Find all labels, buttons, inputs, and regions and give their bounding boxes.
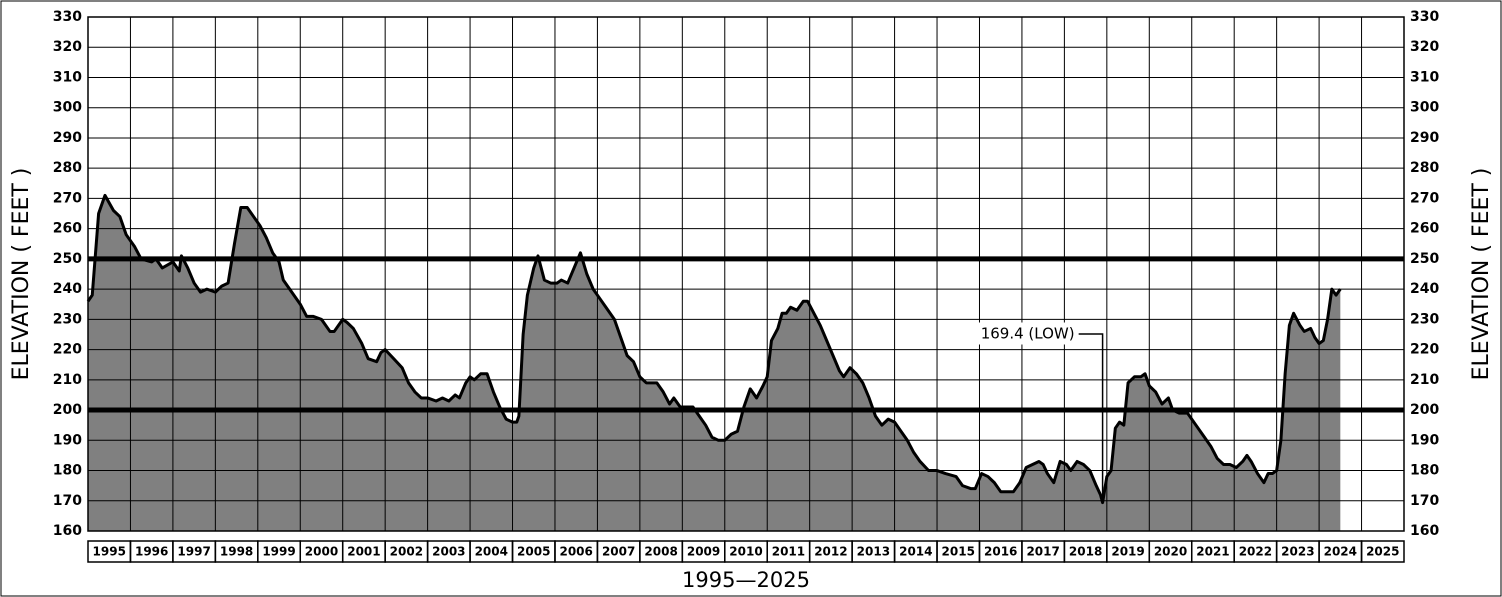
x-tick-label: 2023 [1281,545,1314,559]
x-tick-label: 2006 [559,545,592,559]
x-tick-label: 2009 [687,545,720,559]
y-tick-label: 310 [53,69,82,85]
y2-tick-label: 330 [1410,9,1439,25]
y2-tick-label: 230 [1410,311,1439,327]
y2-tick-label: 280 [1410,160,1439,176]
y2-tick-label: 210 [1410,372,1439,388]
y2-tick-label: 320 [1410,39,1439,55]
y2-tick-label: 160 [1410,523,1439,539]
y2-axis-label: ELEVATION ( FEET ) [1469,168,1494,381]
x-tick-label: 2000 [305,545,338,559]
y-tick-label: 160 [53,523,82,539]
x-tick-label: 1999 [262,545,295,559]
x-tick-label: 2007 [602,545,635,559]
y-tick-label: 220 [53,342,82,358]
line [86,193,1342,505]
y2-tick-label: 300 [1410,100,1439,116]
y-tick-label: 180 [53,463,82,479]
x-tick-label: 2017 [1026,545,1059,559]
x-tick-label: 2003 [432,545,465,559]
y2-tick-label: 200 [1410,402,1439,418]
x-tick-label: 2012 [814,545,847,559]
x-tick-label: 1995 [93,545,126,559]
y-tick-label: 200 [53,402,82,418]
y2-tick-label: 220 [1410,342,1439,358]
x-tick-label: 2011 [772,545,805,559]
annotation-leader [1078,333,1104,503]
x-tick-label: 2008 [644,545,677,559]
x-tick-label: 2022 [1239,545,1272,559]
y2-tick-label: 260 [1410,221,1439,237]
x-tick-label: 1996 [135,545,168,559]
x-tick-label: 2020 [1154,545,1187,559]
y-tick-label: 300 [53,100,82,116]
y-tick-label: 170 [53,493,82,509]
x-tick-label: 2019 [1111,545,1144,559]
x-tick-label: 2010 [729,545,762,559]
y2-tick-label: 180 [1410,463,1439,479]
y-tick-label: 190 [53,432,82,448]
y2-tick-label: 240 [1410,281,1439,297]
y-tick-label: 230 [53,311,82,327]
annotation-label: 169.4 (LOW) [981,325,1075,343]
y2-tick-label: 250 [1410,251,1439,267]
y2-tick-label: 270 [1410,190,1439,206]
y-tick-label: 330 [53,9,82,25]
y2-tick-label: 290 [1410,130,1439,146]
x-tick-label: 2014 [899,545,932,559]
y-tick-label: 240 [53,281,82,297]
x-tick-label: 1998 [220,545,253,559]
y-tick-label: 210 [53,372,82,388]
x-tick-label: 2024 [1324,545,1357,559]
x-tick-label: 2005 [517,545,550,559]
y-axis-label: ELEVATION ( FEET ) [9,168,34,381]
x-tick-label: 2018 [1069,545,1102,559]
x-tick-label: 2015 [942,545,975,559]
x-tick-label: 2002 [390,545,423,559]
y-tick-label: 250 [53,251,82,267]
y-tick-label: 280 [53,160,82,176]
x-tick-label: 2001 [347,545,380,559]
x-tick-label: 2021 [1196,545,1229,559]
y-tick-label: 270 [53,190,82,206]
y-tick-label: 260 [53,221,82,237]
year-box [1360,540,1405,563]
y-tick-label: 290 [53,130,82,146]
x-tick-label: 1997 [177,545,210,559]
x-tick-label: 2004 [475,545,508,559]
x-tick-label: 2025 [1366,545,1399,559]
x-axis-label: 1995—2025 [682,568,810,592]
annotation-bg [976,322,1079,345]
plot-border [87,16,1405,532]
x-tick-label: 2016 [984,545,1017,559]
y2-tick-label: 190 [1410,432,1439,448]
y2-tick-label: 170 [1410,493,1439,509]
x-tick-label: 2013 [857,545,890,559]
area [88,195,1341,531]
y-tick-label: 320 [53,39,82,55]
y2-tick-label: 310 [1410,69,1439,85]
